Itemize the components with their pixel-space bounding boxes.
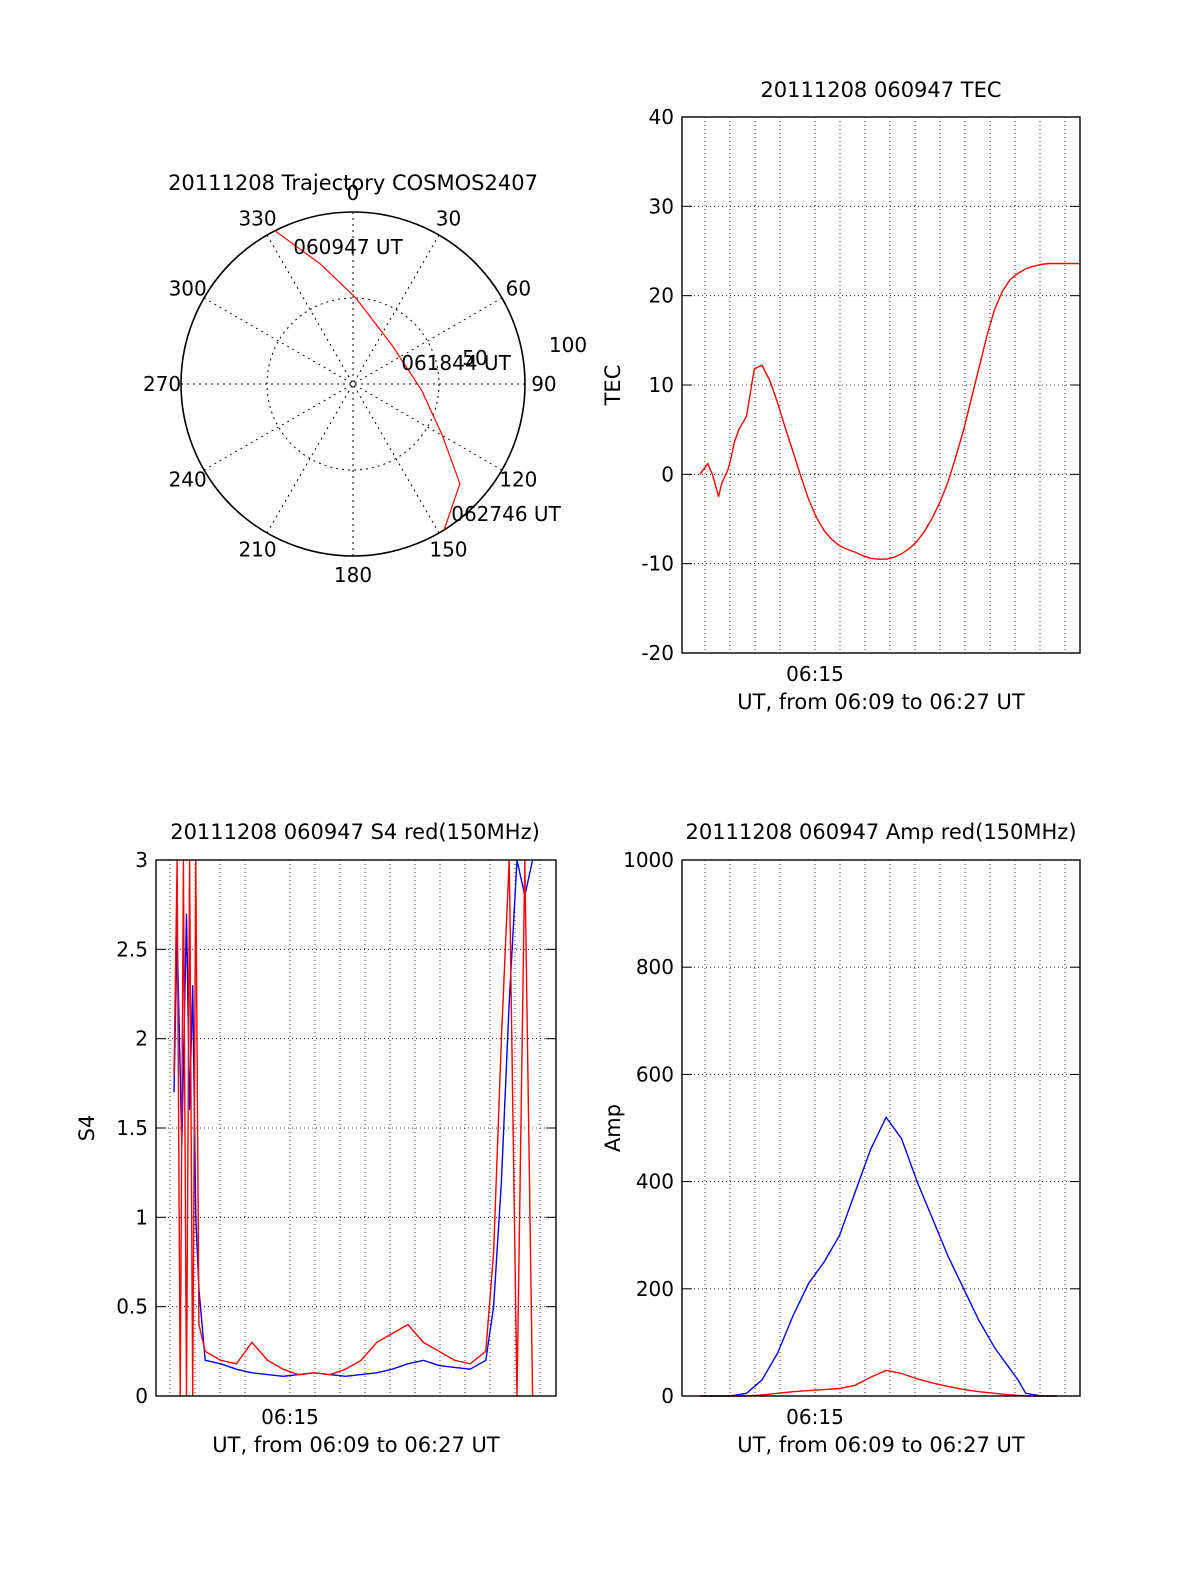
x-tick-label: 06:15 bbox=[786, 1405, 844, 1429]
chart-title: 20111208 060947 Amp red(150MHz) bbox=[685, 820, 1076, 844]
polar-radial-label: 50 bbox=[462, 346, 487, 370]
series-line bbox=[700, 1369, 1057, 1397]
x-tick-label: 06:15 bbox=[786, 662, 844, 686]
y-tick-label: 2 bbox=[135, 1027, 148, 1051]
plot-frame bbox=[155, 859, 557, 1397]
y-tick-label: 800 bbox=[636, 955, 674, 979]
polar-angle-label: 270 bbox=[143, 372, 181, 396]
trajectory-annotations: 060947 UT 061844 UT 062746 UT bbox=[293, 235, 561, 526]
x-axis-label: UT, from 06:09 to 06:27 UT bbox=[212, 1433, 500, 1457]
chart-title: 20111208 060947 S4 red(150MHz) bbox=[170, 820, 540, 844]
y-tick-label: 10 bbox=[649, 373, 674, 397]
polar-angle-label: 150 bbox=[429, 537, 467, 561]
y-tick-label: 0 bbox=[661, 1384, 674, 1408]
polar-angle-label: 330 bbox=[238, 207, 276, 231]
polar-angle-label: 210 bbox=[238, 537, 276, 561]
y-tick-label: 1 bbox=[135, 1205, 148, 1229]
polar-angle-label: 90 bbox=[531, 372, 556, 396]
trajectory-annotation: 062746 UT bbox=[451, 502, 561, 526]
trajectory-annotation: 060947 UT bbox=[293, 235, 403, 259]
y-tick-label: 600 bbox=[636, 1062, 674, 1086]
tec-chart: 20111208 060947 TEC -20 -10 0 10 20 30 40 06:1… bbox=[601, 78, 1081, 714]
plot-frame bbox=[681, 116, 1081, 654]
series-group bbox=[173, 859, 534, 1397]
y-tick-label: 30 bbox=[649, 194, 674, 218]
y-tick-label: 200 bbox=[636, 1277, 674, 1301]
polar-angle-label: 240 bbox=[169, 467, 207, 491]
grid bbox=[682, 116, 1080, 654]
y-tick-labels: -20 -10 0 10 20 30 40 bbox=[641, 105, 674, 665]
polar-radial-label: 100 bbox=[549, 333, 587, 357]
grid bbox=[156, 859, 556, 1397]
y-tick-label: 0.5 bbox=[116, 1295, 148, 1319]
y-tick-label: 2.5 bbox=[116, 937, 148, 961]
polar-angle-label: 30 bbox=[436, 207, 461, 231]
y-tick-label: 3 bbox=[135, 848, 148, 872]
y-tick-label: 0 bbox=[661, 462, 674, 486]
amp-chart: 20111208 060947 Amp red(150MHz) 0 200 400 6… bbox=[601, 820, 1081, 1457]
y-axis-label: S4 bbox=[75, 1115, 99, 1142]
y-tick-label: 1.5 bbox=[116, 1116, 148, 1140]
y-tick-labels: 0 0.5 1 1.5 2 2.5 3 bbox=[116, 848, 148, 1408]
series-group bbox=[699, 262, 1080, 560]
y-tick-label: 400 bbox=[636, 1170, 674, 1194]
polar-angle-label: 0 bbox=[347, 181, 360, 205]
polar-angle-label: 60 bbox=[506, 277, 531, 301]
y-tick-label: -10 bbox=[641, 552, 674, 576]
trajectory-line bbox=[274, 230, 461, 531]
polar-angle-label: 120 bbox=[499, 467, 537, 491]
polar-angle-label: 300 bbox=[169, 277, 207, 301]
trajectory-annotation: 061844 UT bbox=[401, 351, 511, 375]
y-tick-label: -20 bbox=[641, 641, 674, 665]
series-group bbox=[700, 1115, 1057, 1397]
s4-chart: 20111208 060947 S4 red(150MHz) 0 0.5 1 1.5 2… bbox=[75, 820, 557, 1457]
polar-angle-labels: 0 30 60 90 120 150 180 210 240 270 300 330 bbox=[143, 181, 557, 587]
y-tick-label: 40 bbox=[649, 105, 674, 129]
x-axis-label: UT, from 06:09 to 06:27 UT bbox=[737, 690, 1025, 714]
series-line bbox=[173, 859, 534, 1397]
chart-title: 20111208 Trajectory COSMOS2407 bbox=[168, 171, 538, 195]
grid bbox=[682, 859, 1080, 1397]
y-tick-label: 1000 bbox=[623, 848, 674, 872]
y-tick-label: 0 bbox=[135, 1384, 148, 1408]
x-axis-label: UT, from 06:09 to 06:27 UT bbox=[737, 1433, 1025, 1457]
y-tick-labels: 0 200 400 600 800 1000 bbox=[623, 848, 674, 1408]
trajectory-polar-chart: 20111208 Trajectory COSMOS2407 0 30 60 90 12… bbox=[143, 171, 587, 587]
x-tick-label: 06:15 bbox=[261, 1405, 319, 1429]
y-tick-label: 20 bbox=[649, 284, 674, 308]
series-line bbox=[700, 1115, 1057, 1397]
y-axis-label: Amp bbox=[601, 1104, 625, 1152]
polar-angle-label: 180 bbox=[334, 563, 372, 587]
y-axis-label: TEC bbox=[601, 365, 625, 407]
series-line bbox=[699, 262, 1080, 560]
chart-title: 20111208 060947 TEC bbox=[760, 78, 1001, 102]
plot-frame bbox=[681, 859, 1081, 1397]
polar-radial-labels: 50 100 bbox=[462, 333, 587, 370]
